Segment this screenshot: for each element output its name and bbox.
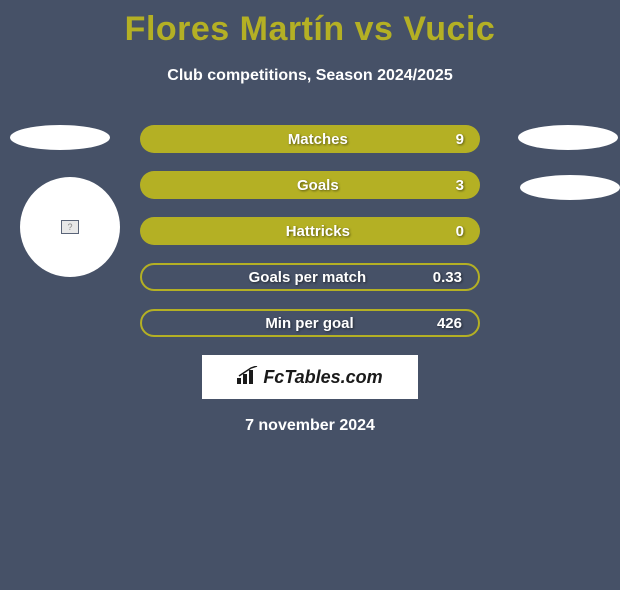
subtitle: Club competitions, Season 2024/2025 — [0, 67, 620, 85]
logo-box[interactable]: FcTables.com — [202, 355, 418, 399]
stat-value: 3 — [456, 177, 464, 194]
stat-bar-matches: Matches 9 — [140, 125, 480, 153]
comparison-content: ? Matches 9 Goals 3 Hattricks 0 Goals pe… — [0, 125, 620, 435]
stat-label: Goals per match — [182, 269, 433, 286]
logo-label: FcTables.com — [263, 367, 382, 388]
stat-value: 9 — [456, 131, 464, 148]
image-placeholder-icon: ? — [61, 220, 79, 234]
stat-label: Matches — [180, 131, 456, 148]
date-text: 7 november 2024 — [0, 417, 620, 435]
stat-value: 0.33 — [433, 269, 462, 286]
player-left-badge — [10, 125, 110, 150]
stat-bars: Matches 9 Goals 3 Hattricks 0 Goals per … — [140, 125, 480, 337]
stat-bar-min-per-goal: Min per goal 426 — [140, 309, 480, 337]
stat-bar-goals: Goals 3 — [140, 171, 480, 199]
logo-text: FcTables.com — [237, 366, 382, 389]
stat-label: Hattricks — [180, 223, 456, 240]
stat-bar-hattricks: Hattricks 0 — [140, 217, 480, 245]
player-right-badge-2 — [520, 175, 620, 200]
stat-value: 426 — [437, 315, 462, 332]
player-right-badge-1 — [518, 125, 618, 150]
page-title: Flores Martín vs Vucic — [0, 10, 620, 49]
stat-label: Goals — [180, 177, 456, 194]
stat-value: 0 — [456, 223, 464, 240]
player-left-avatar: ? — [20, 177, 120, 277]
stat-bar-goals-per-match: Goals per match 0.33 — [140, 263, 480, 291]
chart-icon — [237, 366, 259, 389]
stat-label: Min per goal — [182, 315, 437, 332]
